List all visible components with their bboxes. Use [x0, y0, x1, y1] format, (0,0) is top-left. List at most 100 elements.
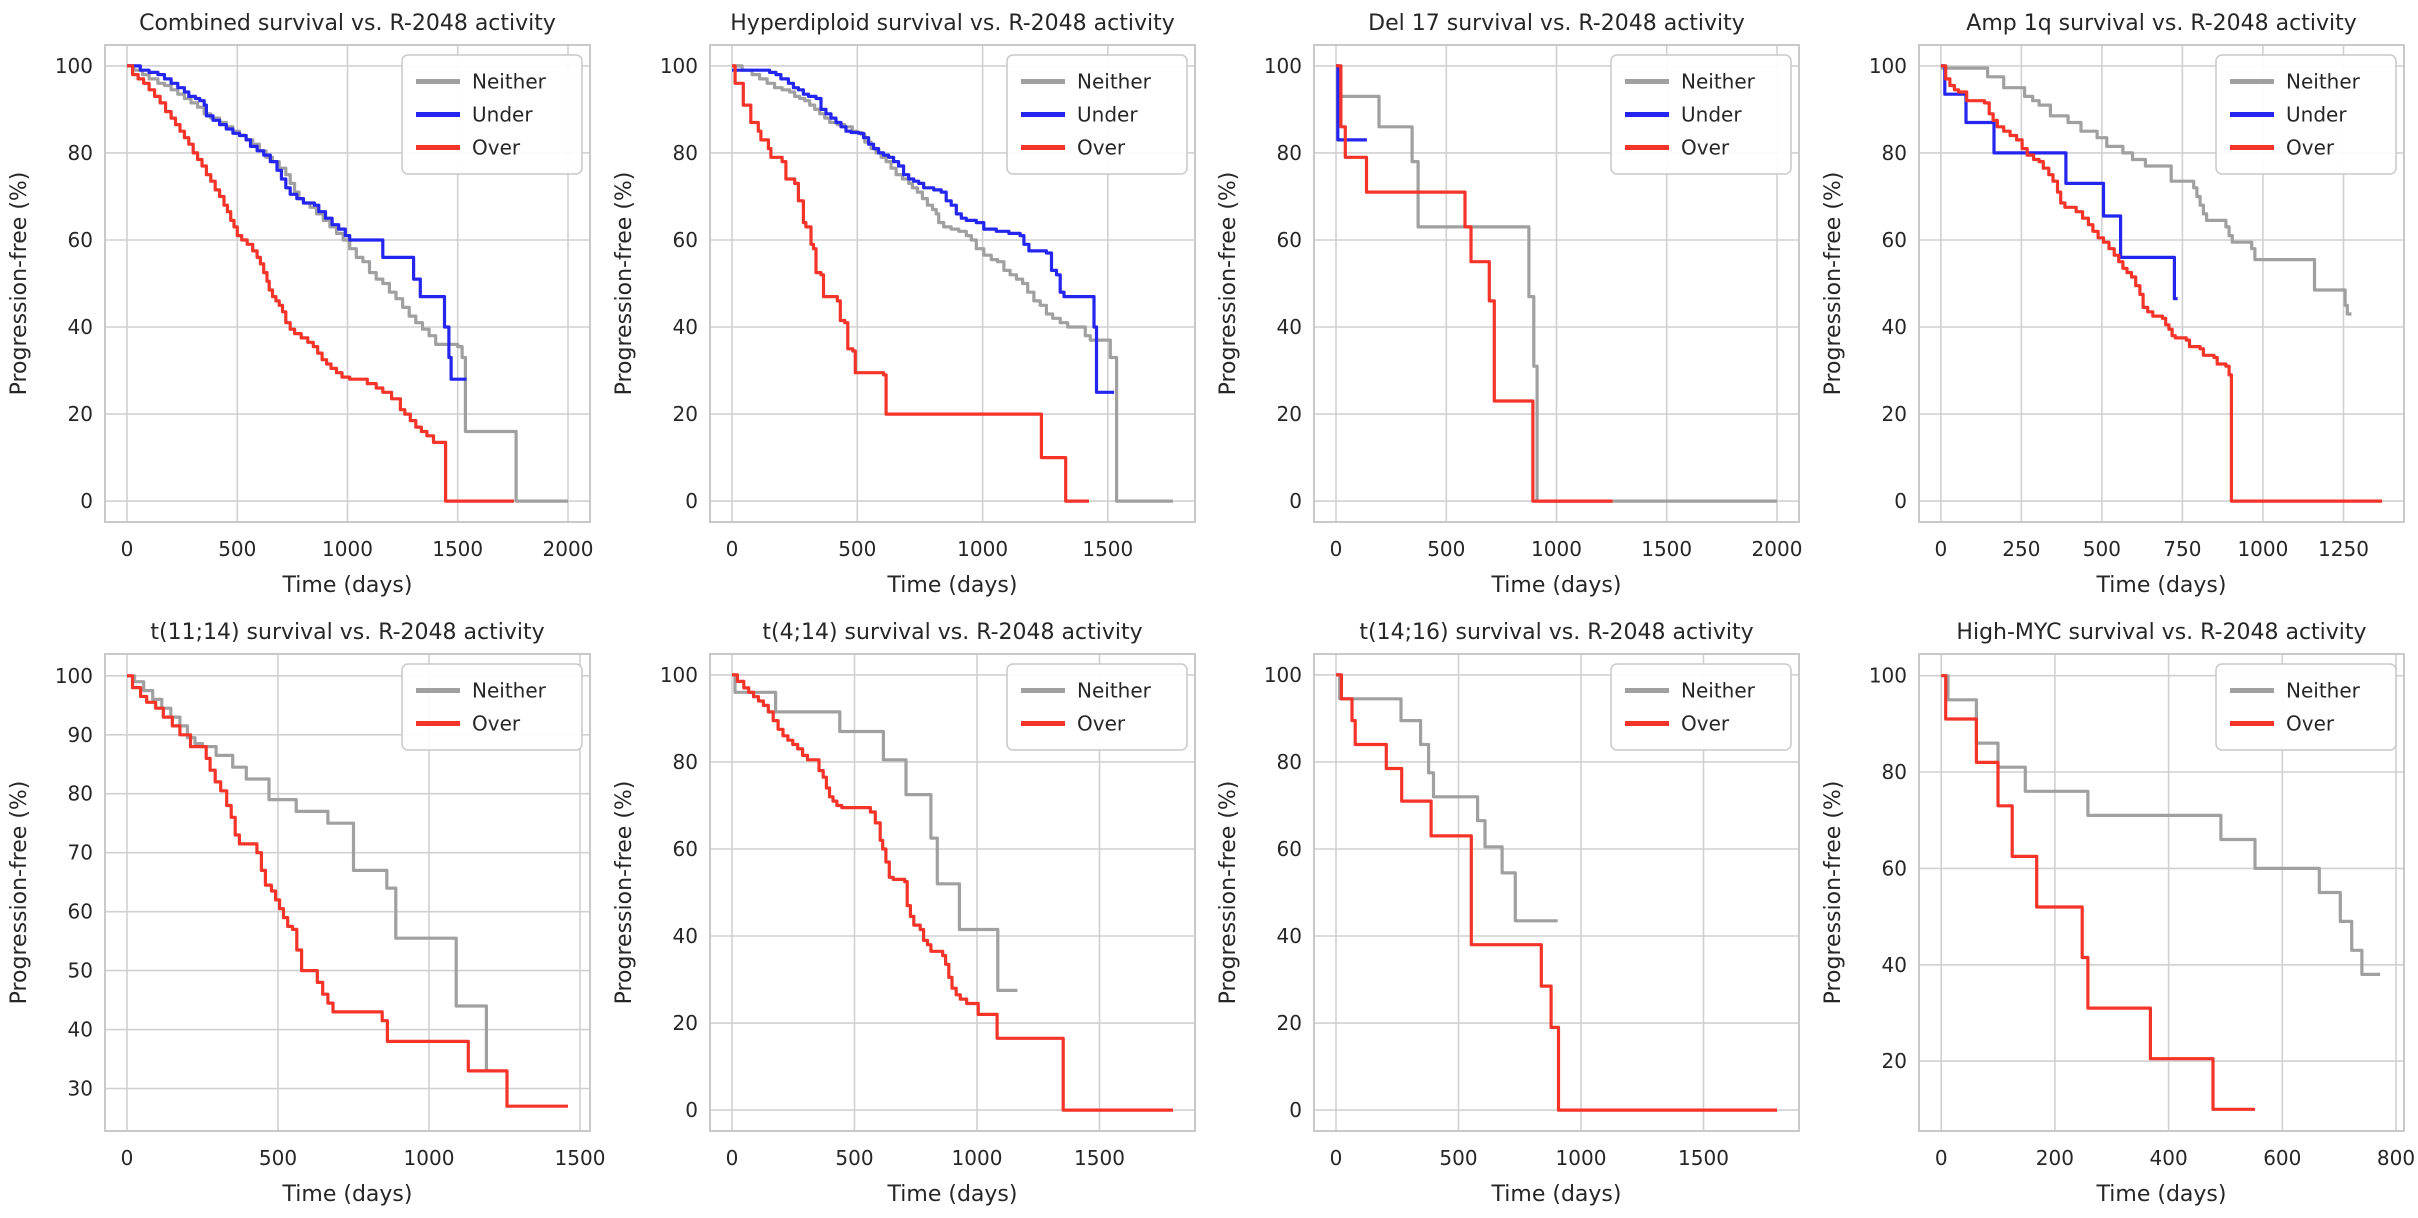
- y-tick-label: 80: [672, 141, 697, 165]
- y-axis-label: Progression-free (%): [612, 172, 637, 396]
- x-tick-label: 250: [2002, 537, 2040, 561]
- series-over-line: [1940, 674, 2255, 1111]
- chart-t4-14: Neither Over t(4;14) survival vs. R-2048 a…: [604, 609, 1209, 1218]
- y-tick-label: 40: [68, 1018, 93, 1042]
- chart-amp1q: Neither Under Over Amp 1q survival vs. R-20…: [1813, 0, 2418, 609]
- y-tick-label: 30: [68, 1077, 93, 1101]
- x-tick-label: 200: [2035, 1146, 2073, 1170]
- tick-labels: 0 250 500 750 1000 1250 0 20 40 60 80 100: [1868, 54, 2368, 561]
- x-tick-label: 400: [2149, 1146, 2187, 1170]
- legend-box: [2214, 54, 2397, 175]
- y-tick-label: 0: [80, 489, 93, 513]
- legend-label-neither: Neither: [1681, 70, 1756, 94]
- y-tick-label: 80: [1881, 141, 1906, 165]
- y-tick-label: 20: [68, 402, 93, 426]
- chart-t11-14: Neither Over t(11;14) survival vs. R-2048 …: [0, 609, 605, 1218]
- legend: Neither Under Over: [1610, 54, 1792, 175]
- subplot-hyperdiploid: Neither Under Over Hyperdiploid survival vs…: [604, 0, 1209, 609]
- x-tick-label: 0: [725, 537, 738, 561]
- series-under-line: [1940, 64, 2178, 301]
- x-tick-label: 1500: [1082, 537, 1133, 561]
- x-tick-label: 0: [121, 1146, 134, 1170]
- legend-box: [1610, 663, 1792, 751]
- legend-label-neither: Neither: [472, 70, 547, 94]
- x-tick-label: 500: [2082, 537, 2120, 561]
- x-tick-label: 1000: [1531, 537, 1582, 561]
- series-neither-line: [1336, 673, 1558, 923]
- y-tick-label: 80: [1881, 760, 1906, 784]
- axes-spines: [708, 44, 1196, 523]
- legend: Neither Over: [1610, 663, 1792, 751]
- legend-label-over: Over: [1077, 712, 1126, 736]
- x-tick-label: 500: [259, 1146, 297, 1170]
- legend: Neither Under Over: [1005, 54, 1188, 175]
- legend-label-neither: Neither: [1681, 679, 1756, 703]
- y-tick-label: 40: [68, 315, 93, 339]
- series-under-line: [127, 64, 467, 381]
- tick-labels: 0 500 1000 1500 0 20 40 60 80 100: [659, 663, 1124, 1170]
- y-tick-label: 100: [659, 663, 697, 687]
- x-axis-label: Time (days): [886, 573, 1017, 598]
- chart-title: t(4;14) survival vs. R-2048 activity: [762, 620, 1142, 645]
- y-tick-label: 40: [1277, 315, 1302, 339]
- legend: Neither Under Over: [2214, 54, 2397, 175]
- x-axis-label: Time (days): [2095, 573, 2226, 598]
- legend-label-over: Over: [472, 712, 521, 736]
- x-axis-label: Time (days): [1491, 1182, 1622, 1207]
- x-tick-label: 500: [1427, 537, 1465, 561]
- legend-label-neither: Neither: [2286, 70, 2361, 94]
- x-tick-label: 1000: [2237, 537, 2288, 561]
- x-tick-label: 1000: [1556, 1146, 1607, 1170]
- subplot-t14-16: Neither Over t(14;16) survival vs. R-2048 …: [1209, 609, 1814, 1218]
- series-over-line: [127, 674, 568, 1108]
- y-tick-label: 0: [685, 489, 698, 513]
- y-tick-label: 20: [1881, 402, 1906, 426]
- chart-title: Hyperdiploid survival vs. R-2048 activit…: [730, 11, 1174, 36]
- series-over-line: [1336, 64, 1613, 503]
- tick-labels: 0 200 400 600 800 20 40 60 80 100: [1868, 664, 2414, 1170]
- legend-label-over: Over: [2286, 712, 2335, 736]
- y-axis-label: Progression-free (%): [1821, 172, 1846, 396]
- legend: Neither Under Over: [401, 54, 583, 175]
- x-axis-label: Time (days): [282, 1182, 413, 1207]
- tick-labels: 0 500 1000 1500 2000 0 20 40 60 80 100: [55, 54, 594, 561]
- chart-title: High-MYC survival vs. R-2048 activity: [1956, 620, 2366, 645]
- x-tick-label: 1500: [1678, 1146, 1729, 1170]
- chart-title: Amp 1q survival vs. R-2048 activity: [1966, 11, 2356, 36]
- series-over-line: [1336, 673, 1777, 1112]
- legend-label-under: Under: [472, 103, 533, 127]
- legend-label-neither: Neither: [1077, 70, 1152, 94]
- y-tick-label: 100: [1868, 54, 1906, 78]
- chart-title: t(11;14) survival vs. R-2048 activity: [150, 620, 544, 645]
- y-tick-label: 90: [68, 723, 93, 747]
- y-tick-label: 80: [672, 750, 697, 774]
- x-tick-label: 500: [838, 537, 876, 561]
- x-tick-label: 500: [835, 1146, 873, 1170]
- x-tick-label: 1500: [1074, 1146, 1125, 1170]
- series-over-line: [1940, 64, 2382, 503]
- subplot-high-myc: Neither Over High-MYC survival vs. R-2048 …: [1813, 609, 2418, 1218]
- y-tick-label: 20: [672, 1011, 697, 1035]
- x-tick-label: 2000: [1752, 537, 1803, 561]
- x-tick-label: 0: [1330, 537, 1343, 561]
- x-tick-label: 500: [218, 537, 256, 561]
- y-tick-label: 80: [1277, 141, 1302, 165]
- y-tick-label: 60: [1881, 856, 1906, 880]
- x-tick-label: 500: [1439, 1146, 1477, 1170]
- x-tick-label: 1000: [322, 537, 373, 561]
- y-tick-label: 0: [1289, 1098, 1302, 1122]
- y-tick-label: 40: [1277, 924, 1302, 948]
- chart-title: Combined survival vs. R-2048 activity: [139, 11, 556, 36]
- y-tick-label: 20: [1277, 402, 1302, 426]
- series-neither-line: [127, 674, 491, 1073]
- series-neither-line: [731, 64, 1173, 503]
- axes-spines: [104, 653, 591, 1132]
- x-tick-label: 0: [1330, 1146, 1343, 1170]
- legend: Neither Over: [2214, 663, 2397, 751]
- tick-labels: 0 500 1000 1500 30 40 50 60 70 80 90 100: [55, 664, 605, 1170]
- x-axis-label: Time (days): [2095, 1182, 2226, 1207]
- y-axis-label: Progression-free (%): [1216, 781, 1241, 1005]
- chart-title: Del 17 survival vs. R-2048 activity: [1368, 11, 1745, 36]
- y-tick-label: 100: [55, 664, 93, 688]
